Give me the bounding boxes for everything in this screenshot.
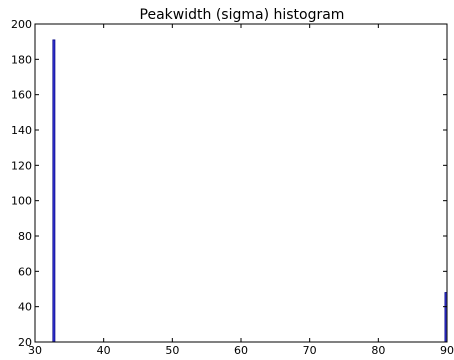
y-tick-label: 40 <box>18 301 32 314</box>
x-tick-label: 70 <box>303 344 317 357</box>
y-tick-label: 160 <box>11 89 32 102</box>
x-tick-label: 60 <box>234 344 248 357</box>
y-tick-label: 80 <box>18 230 32 243</box>
x-tick-label: 90 <box>440 344 454 357</box>
plot-frame <box>34 23 448 343</box>
x-tick-label: 30 <box>28 344 42 357</box>
x-tick-label: 80 <box>371 344 385 357</box>
histogram-bar <box>52 39 56 343</box>
y-tick-label: 100 <box>11 195 32 208</box>
y-tick-label: 140 <box>11 124 32 137</box>
y-tick-label: 20 <box>18 336 32 349</box>
x-axis: 30 40 50 60 70 80 90 <box>28 24 454 357</box>
y-tick-label: 120 <box>11 159 32 172</box>
y-tick-label: 180 <box>11 53 32 66</box>
chart-title: Peakwidth (sigma) histogram <box>140 7 345 23</box>
y-tick-label: 60 <box>18 265 32 278</box>
x-tick-label: 50 <box>165 344 179 357</box>
x-tick-label: 40 <box>97 344 111 357</box>
y-axis: 20 40 60 80 100 120 140 160 180 200 <box>11 18 447 349</box>
bars-group <box>52 39 448 343</box>
y-tick-label: 200 <box>11 18 32 31</box>
